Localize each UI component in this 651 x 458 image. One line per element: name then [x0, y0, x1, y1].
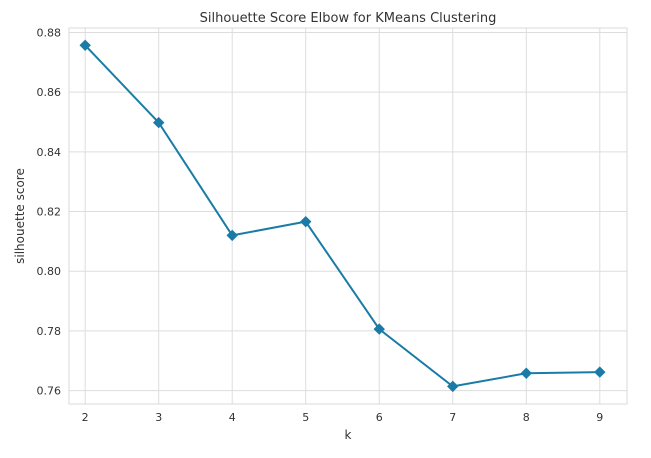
y-tick-label: 0.76 [37, 385, 62, 398]
y-tick-label: 0.88 [37, 26, 62, 39]
x-tick-label: 8 [523, 411, 530, 424]
y-axis: 0.76 0.78 0.80 0.82 0.84 0.86 0.88 [37, 26, 62, 397]
x-tick-label: 3 [155, 411, 162, 424]
x-tick-label: 6 [376, 411, 383, 424]
plot-background [69, 28, 627, 404]
plot-frame [68, 27, 628, 405]
data-point [226, 229, 238, 242]
x-tick-label: 5 [302, 411, 309, 424]
x-axis-label: k [345, 428, 352, 442]
data-point [152, 116, 165, 129]
series-layer [79, 39, 606, 393]
y-tick-label: 0.82 [37, 206, 62, 219]
y-tick-label: 0.86 [37, 86, 62, 99]
y-axis-label: silhouette score [13, 168, 27, 264]
data-point [373, 323, 385, 335]
data-point [79, 39, 91, 52]
x-tick-label: 4 [229, 411, 236, 424]
chart-title: Silhouette Score Elbow for KMeans Cluste… [200, 11, 497, 26]
data-point [594, 366, 606, 378]
x-tick-label: 9 [596, 411, 603, 424]
x-tick-label: 2 [82, 411, 89, 424]
y-tick-label: 0.80 [37, 265, 62, 278]
data-point [447, 380, 459, 393]
series-line [84, 44, 600, 388]
grid [69, 28, 627, 404]
y-tick-label: 0.84 [37, 146, 62, 159]
x-tick-label: 7 [449, 411, 456, 424]
x-axis: 2 3 4 5 6 7 8 9 [82, 411, 604, 424]
data-point [300, 215, 312, 228]
y-tick-label: 0.78 [37, 325, 62, 338]
data-point [520, 367, 532, 379]
